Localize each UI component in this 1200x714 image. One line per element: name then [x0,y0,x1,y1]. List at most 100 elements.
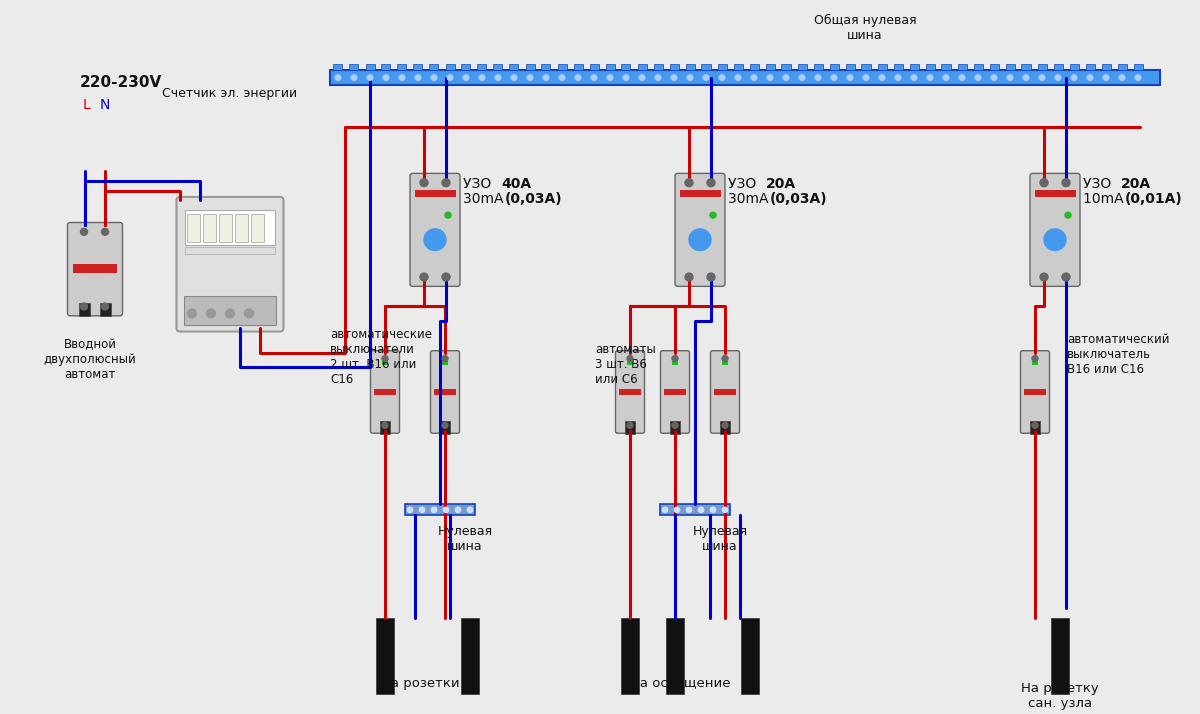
Bar [382,64,390,70]
Bar [73,264,118,273]
Text: На освещение: На освещение [630,677,731,690]
Bar [781,64,791,70]
Bar [958,64,966,70]
Bar [1086,64,1094,70]
FancyBboxPatch shape [674,174,725,286]
Bar [973,64,983,70]
Circle shape [707,273,715,281]
FancyBboxPatch shape [410,174,460,286]
Text: 20А: 20А [1121,176,1151,191]
Circle shape [640,75,644,81]
Circle shape [703,75,709,81]
Circle shape [575,75,581,81]
Circle shape [1032,423,1038,428]
Bar [942,64,950,70]
Circle shape [1103,75,1109,81]
Bar [619,388,641,395]
Bar [434,388,456,395]
Circle shape [959,75,965,81]
Bar [526,64,534,70]
Bar [702,64,710,70]
Bar [462,64,470,70]
Circle shape [1032,356,1038,361]
Bar [185,210,275,245]
Bar [220,214,232,241]
Bar [374,388,396,395]
Circle shape [1040,178,1048,186]
Text: 20А: 20А [766,176,796,191]
Circle shape [102,228,108,236]
Bar [628,361,634,366]
Circle shape [80,303,88,310]
Bar [334,64,342,70]
Bar [742,618,760,693]
Circle shape [662,507,667,513]
Bar [440,421,450,434]
Circle shape [415,75,421,81]
Circle shape [688,75,692,81]
Circle shape [419,507,425,513]
Circle shape [1039,75,1045,81]
Bar [766,64,774,70]
Bar [414,190,456,198]
Bar [622,618,640,693]
Bar [478,64,486,70]
Bar [877,64,887,70]
Circle shape [400,75,404,81]
Circle shape [442,423,448,428]
Text: УЗО: УЗО [1084,176,1116,191]
Bar [1038,64,1046,70]
Text: 10mA: 10mA [1084,192,1128,206]
Bar [1102,64,1110,70]
Bar [862,64,870,70]
FancyBboxPatch shape [67,223,122,316]
Bar [894,64,902,70]
Bar [414,64,422,70]
Circle shape [607,75,613,81]
Circle shape [847,75,853,81]
Text: 30mA: 30mA [728,192,773,206]
Circle shape [455,507,461,513]
Circle shape [496,75,500,81]
Circle shape [467,507,473,513]
Circle shape [420,178,428,186]
Text: На розетки: На розетки [380,677,460,690]
Text: 220-230V: 220-230V [80,76,162,91]
Bar [679,190,720,198]
Circle shape [431,507,437,513]
Text: УЗО: УЗО [728,176,761,191]
Bar [625,421,635,434]
Circle shape [1062,273,1070,281]
Bar [330,70,1160,85]
Text: 30mA: 30mA [463,192,508,206]
Text: автоматы
3 шт. B6
или С6: автоматы 3 шт. B6 или С6 [595,343,655,386]
Circle shape [544,75,548,81]
Bar [251,214,264,241]
Bar [829,64,839,70]
Circle shape [976,75,980,81]
Bar [235,214,248,241]
Bar [1134,64,1142,70]
Bar [1006,64,1014,70]
Circle shape [431,75,437,81]
Circle shape [685,273,694,281]
Circle shape [1120,75,1124,81]
Circle shape [226,309,234,318]
Circle shape [443,507,449,513]
Circle shape [527,75,533,81]
Bar [349,64,359,70]
Circle shape [463,75,469,81]
Bar [654,64,662,70]
FancyBboxPatch shape [710,351,739,433]
Circle shape [863,75,869,81]
Circle shape [382,423,388,428]
Bar [203,214,216,241]
Bar [722,361,728,366]
Circle shape [895,75,901,81]
Circle shape [751,75,757,81]
Circle shape [245,309,253,318]
Bar [846,64,854,70]
Circle shape [722,423,728,428]
Text: Общая нулевая
шина: Общая нулевая шина [814,14,917,42]
Bar [685,64,695,70]
